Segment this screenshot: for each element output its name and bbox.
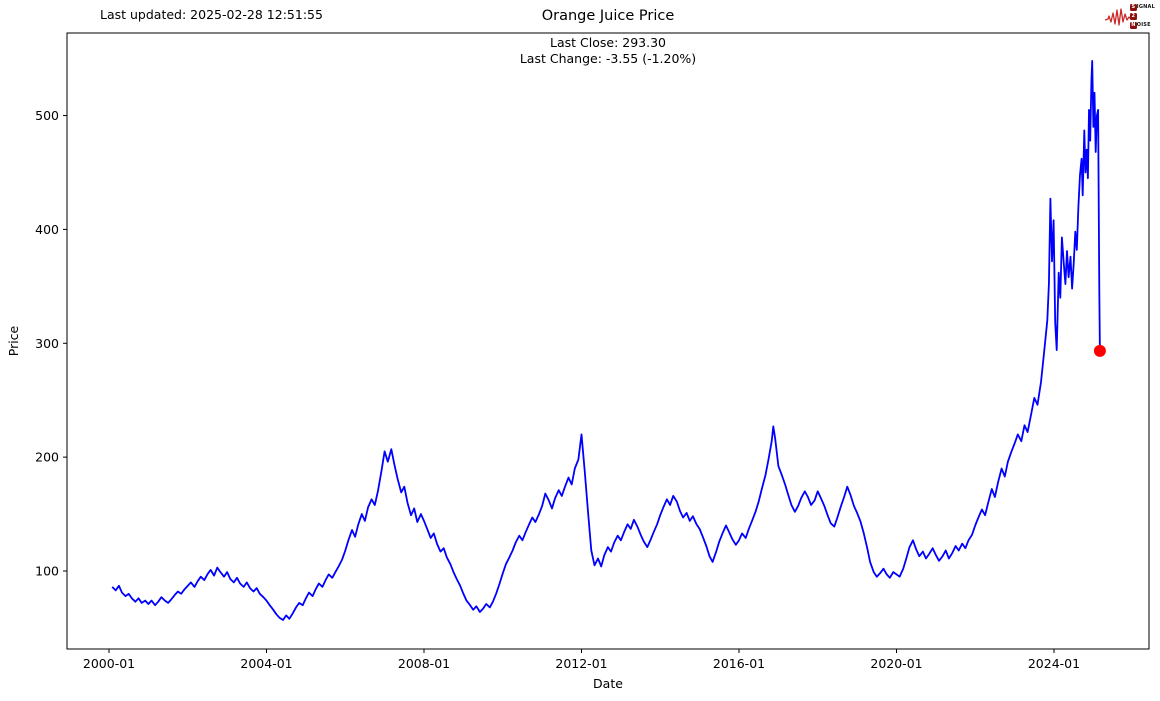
x-tick-label: 2008-01 — [398, 656, 450, 671]
last-change-annotation: Last Change: -3.55 (-1.20%) — [519, 51, 697, 66]
last-close-annotation: Last Close: 293.30 — [550, 35, 666, 50]
chart-title: Orange Juice Price — [541, 8, 675, 24]
last-updated-text: Last updated: 2025-02-28 12:51:55 — [100, 7, 323, 22]
x-axis-label: Date — [593, 676, 623, 691]
y-tick-label: 300 — [35, 336, 59, 351]
logo-badge-2: 2 — [1129, 12, 1137, 20]
logo-badge-s: S — [1129, 3, 1137, 11]
price-line — [111, 60, 1101, 621]
logo-badge-n: N — [1129, 21, 1137, 29]
last-price-marker — [1093, 344, 1106, 357]
logo-row-noise: N OISE — [1129, 21, 1151, 29]
plot-area-border — [66, 32, 1150, 650]
x-tick-label: 2012-01 — [555, 656, 607, 671]
y-tick-label: 400 — [35, 222, 59, 237]
x-tick-label: 2024-01 — [1028, 656, 1080, 671]
x-axis-ticks: 2000-01 2004-01 2008-01 2012-01 2016-01 2020-… — [83, 649, 1080, 671]
y-tick-label: 100 — [35, 564, 59, 579]
x-tick-label: 2020-01 — [870, 656, 922, 671]
x-tick-label: 2004-01 — [240, 656, 292, 671]
y-axis-label: Price — [6, 325, 21, 356]
y-tick-label: 500 — [35, 108, 59, 123]
heartbeat-icon — [1104, 8, 1132, 26]
logo-row-signal: S IGNAL — [1129, 3, 1155, 11]
x-tick-label: 2016-01 — [713, 656, 765, 671]
x-tick-label: 2000-01 — [83, 656, 135, 671]
y-tick-label: 200 — [35, 450, 59, 465]
signal2noise-logo: S IGNAL 2 N OISE — [1104, 3, 1155, 29]
logo-row-2: 2 — [1129, 12, 1155, 20]
y-axis-ticks: 100 200 300 400 500 — [35, 108, 67, 579]
logo-text: S IGNAL 2 N OISE — [1129, 3, 1155, 29]
